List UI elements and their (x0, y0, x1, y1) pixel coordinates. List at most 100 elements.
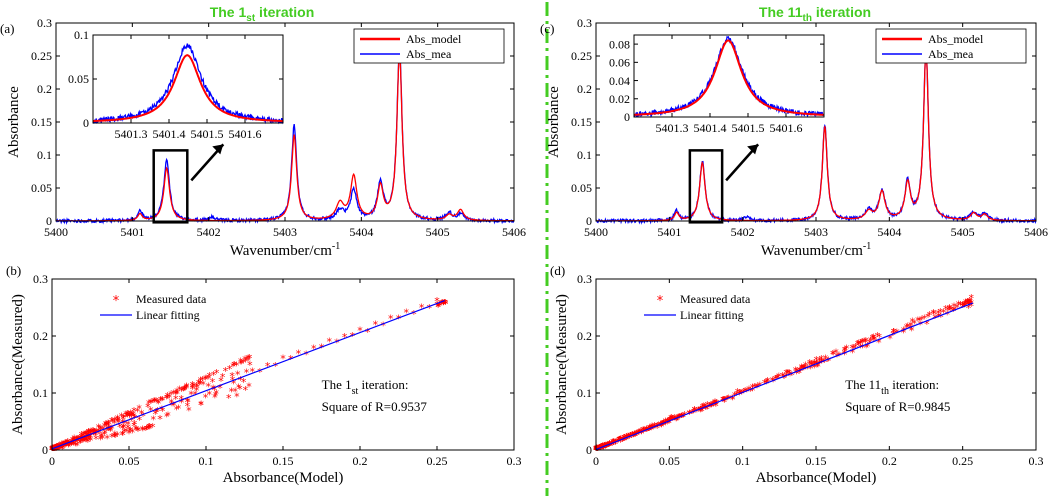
axis-d-ytick-label: 0.3 (577, 272, 592, 286)
point-b: * (177, 383, 183, 396)
point-d: * (937, 306, 943, 319)
axis-b-ytick-label: 0 (42, 443, 48, 457)
point-b: * (109, 415, 115, 428)
point-b: * (86, 431, 92, 444)
point-b: * (56, 442, 62, 455)
point-d: * (712, 398, 718, 411)
point-b: * (244, 366, 250, 379)
point-b: * (58, 441, 64, 454)
point-b: * (120, 423, 126, 436)
point-d: * (665, 417, 671, 430)
point-d: * (948, 304, 954, 317)
point-b: * (78, 432, 84, 445)
xlabel-sup-a: -1 (332, 241, 340, 252)
point-b: * (117, 421, 123, 434)
point-b: * (105, 424, 111, 437)
point-d: * (632, 429, 638, 442)
point-b: * (69, 436, 75, 449)
point-d: * (810, 360, 816, 373)
point-b: * (63, 440, 69, 453)
point-b: * (167, 391, 173, 404)
inset-axis-c-ytick-label: 0 (624, 110, 630, 124)
point-d: * (629, 430, 635, 443)
point-b: * (53, 442, 59, 455)
point-d: * (754, 381, 760, 394)
point-d: * (605, 439, 611, 452)
point-b: * (58, 441, 64, 454)
point-d: * (604, 441, 610, 454)
point-b: * (319, 342, 325, 355)
point-b: * (68, 439, 74, 452)
point-d: * (675, 413, 681, 426)
point-d: * (654, 422, 660, 435)
point-b: * (427, 302, 433, 315)
point-d: * (750, 381, 756, 394)
point-b: * (436, 299, 442, 312)
point-b: * (220, 371, 226, 384)
point-d: * (613, 436, 619, 449)
axis-c-xtick-label: 5402 (731, 225, 755, 239)
point-b: * (60, 441, 66, 454)
point-d: * (815, 360, 821, 373)
point-d: * (625, 432, 631, 445)
point-d: * (641, 425, 647, 438)
point-b: * (135, 425, 141, 438)
panel-c: 5400 5401 5402 5403 5404 5405 5406 0 0.05 0.1 0.15… (540, 16, 1048, 259)
xlabel-d: Absorbance(Model) (756, 470, 877, 486)
point-b: * (440, 297, 446, 310)
point-d: * (644, 425, 650, 438)
panel-label-d: (d) (550, 263, 565, 278)
point-d: * (647, 424, 653, 437)
axis-d-xtick-label: 0.25 (952, 454, 973, 468)
point-d: * (658, 419, 664, 432)
axis-a-xtick-label: 5401 (120, 225, 144, 239)
point-b: * (123, 409, 129, 422)
point-d: * (850, 347, 856, 360)
inset-axis-c-ytick-label: 0.08 (609, 37, 630, 51)
point-b: * (52, 442, 58, 455)
fit-line-b (51, 300, 445, 450)
point-d: * (659, 421, 665, 434)
point-b: * (388, 312, 394, 325)
point-d: * (936, 310, 942, 323)
point-d: * (744, 385, 750, 398)
point-b: * (152, 408, 158, 421)
point-b: * (210, 383, 216, 396)
inset-bg-a (93, 35, 283, 123)
point-b: * (82, 434, 88, 447)
point-b: * (88, 426, 94, 439)
point-b: * (182, 383, 188, 396)
point-b: * (125, 410, 131, 423)
point-d: * (921, 313, 927, 326)
point-b: * (296, 348, 302, 361)
axis-d-xtick-label: 0.05 (659, 454, 680, 468)
point-b: * (160, 394, 166, 407)
point-d: * (708, 399, 714, 412)
point-d: * (600, 442, 606, 455)
point-b: * (434, 295, 440, 308)
point-d: * (799, 362, 805, 375)
point-b: * (71, 436, 77, 449)
point-d: * (648, 423, 654, 436)
point-d: * (861, 336, 867, 349)
point-b: * (194, 380, 200, 393)
point-d: * (670, 414, 676, 427)
point-b: * (76, 434, 82, 447)
point-b: * (245, 352, 251, 365)
point-b: * (64, 438, 70, 451)
axis-a-ytick-label: 0.15 (31, 115, 52, 129)
point-b: * (160, 405, 166, 418)
point-d: * (661, 417, 667, 430)
point-b: * (54, 442, 60, 455)
point-d: * (817, 358, 823, 371)
point-d: * (607, 439, 613, 452)
point-b: * (140, 424, 146, 437)
point-b: * (87, 431, 93, 444)
point-b: * (52, 442, 58, 455)
point-b: * (155, 396, 161, 409)
point-b: * (54, 441, 60, 454)
point-d: * (741, 386, 747, 399)
point-b: * (126, 409, 132, 422)
point-b: * (171, 387, 177, 400)
axis-c-xtick-label: 5401 (657, 225, 681, 239)
